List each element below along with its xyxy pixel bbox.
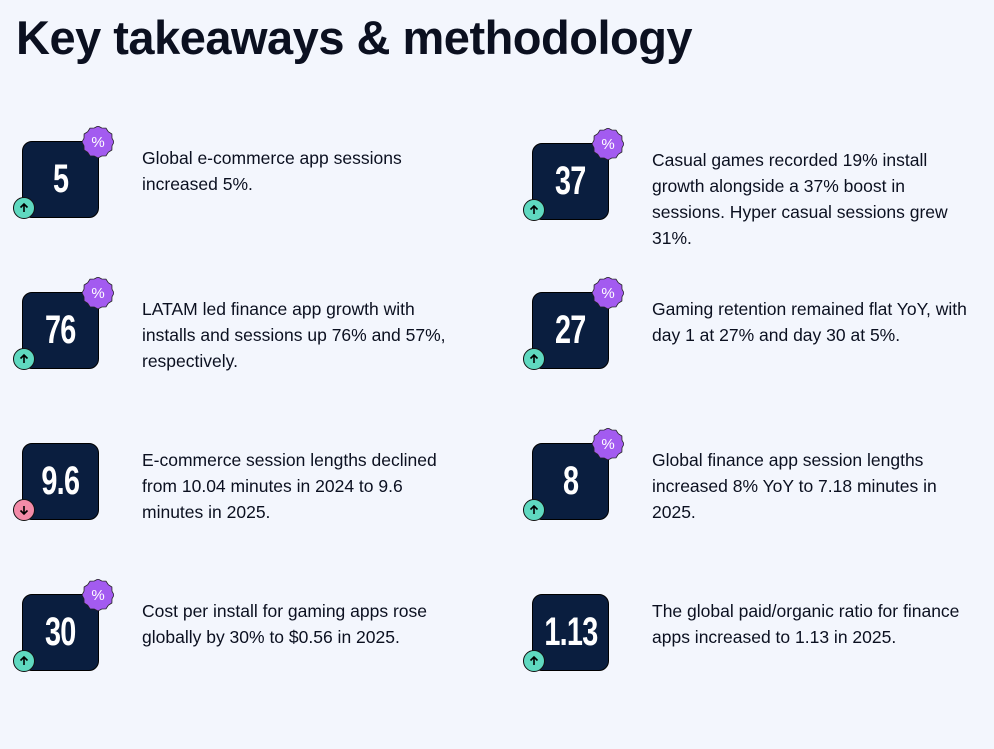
stat-value: 1.13 — [543, 610, 598, 654]
svg-text:%: % — [601, 136, 614, 153]
takeaway-text: Gaming retention remained flat YoY, with… — [652, 299, 967, 345]
takeaway-text: Global finance app session lengths incre… — [652, 450, 937, 522]
arrow-up-icon — [523, 650, 545, 672]
arrow-up-icon — [13, 650, 35, 672]
percent-badge-icon: % — [82, 579, 114, 611]
takeaway-text: The global paid/organic ratio for financ… — [652, 601, 960, 647]
takeaway-text: E-commerce session lengths declined from… — [142, 450, 437, 522]
takeaway-item: 37% Casual games recorded 19% install gro… — [523, 128, 992, 253]
takeaway-item: 30% Cost per install for gaming apps rose… — [13, 579, 482, 704]
stat-value: 9.6 — [41, 459, 81, 503]
percent-badge-icon: % — [592, 128, 624, 160]
arrow-up-icon — [523, 199, 545, 221]
takeaway-item: 8% Global finance app session lengths inc… — [523, 428, 992, 553]
stat-box: 37 — [532, 143, 609, 220]
stat-value: 8 — [562, 459, 579, 503]
arrow-up-icon — [523, 348, 545, 370]
takeaway-item: 27% Gaming retention remained flat YoY, w… — [523, 277, 992, 402]
arrow-down-icon — [13, 499, 35, 521]
takeaway-item: 5% Global e-commerce app sessions increas… — [13, 126, 482, 251]
percent-badge-icon: % — [82, 126, 114, 158]
takeaway-text: LATAM led finance app growth with instal… — [142, 299, 446, 371]
arrow-up-icon — [13, 348, 35, 370]
takeaway-text: Casual games recorded 19% install growth… — [652, 150, 948, 248]
svg-text:%: % — [601, 285, 614, 302]
arrow-up-icon — [523, 499, 545, 521]
svg-text:%: % — [601, 436, 614, 453]
percent-badge-icon: % — [82, 277, 114, 309]
percent-badge-icon: % — [592, 428, 624, 460]
takeaway-item: 9.6 E-commerce session lengths declined f… — [13, 443, 482, 553]
stat-value: 5 — [52, 157, 69, 201]
stat-value: 76 — [45, 308, 76, 352]
stat-value: 37 — [555, 159, 586, 203]
stat-value: 27 — [555, 308, 586, 352]
takeaway-text: Global e-commerce app sessions increased… — [142, 148, 402, 194]
svg-text:%: % — [91, 285, 104, 302]
svg-text:%: % — [91, 134, 104, 151]
page-title: Key takeaways & methodology — [16, 11, 693, 64]
takeaway-text: Cost per install for gaming apps rose gl… — [142, 601, 427, 647]
stat-value: 30 — [45, 610, 76, 654]
percent-badge-icon: % — [592, 277, 624, 309]
takeaway-item: 1.13 The global paid/organic ratio for fi… — [523, 594, 992, 704]
arrow-up-icon — [13, 197, 35, 219]
takeaway-item: 76% LATAM led finance app growth with ins… — [13, 277, 482, 402]
svg-text:%: % — [91, 587, 104, 604]
